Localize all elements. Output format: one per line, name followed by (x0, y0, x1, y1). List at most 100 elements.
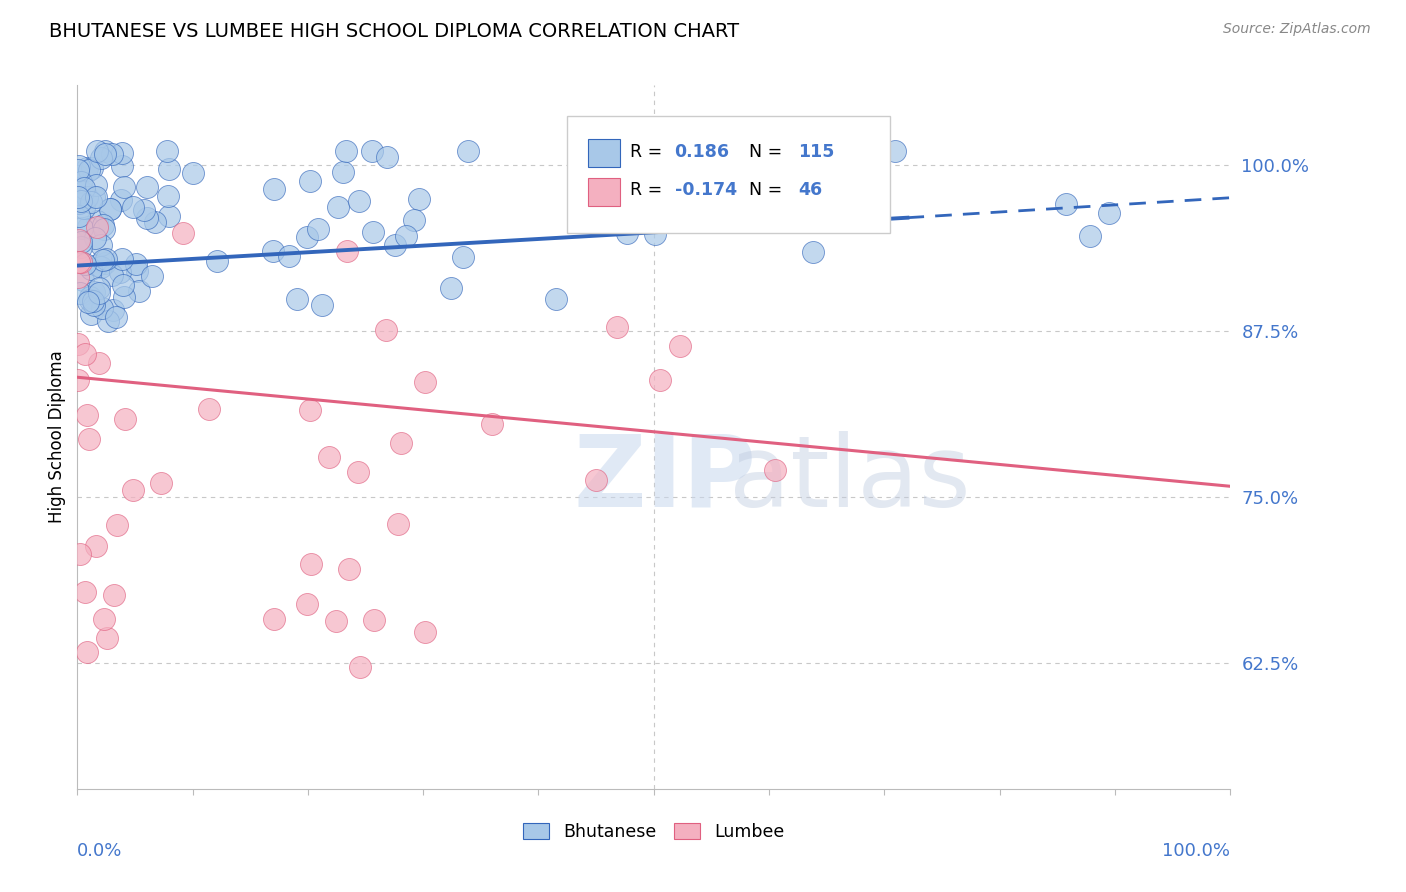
Point (84, 178, 107, 192)
Point (648, 372, 671, 386)
Point (263, 182, 285, 196)
Point (669, 339, 692, 353)
Text: R =: R = (630, 143, 668, 161)
Point (198, 401, 221, 416)
Point (413, 625, 436, 640)
Point (67, 233, 90, 247)
Text: -0.174: -0.174 (675, 181, 737, 200)
Point (278, 249, 301, 263)
Point (103, 588, 125, 602)
Point (69, 285, 91, 300)
Text: 46: 46 (799, 181, 823, 200)
Point (307, 222, 329, 236)
Point (128, 284, 150, 298)
Point (181, 166, 204, 180)
Point (295, 597, 318, 611)
Point (98, 202, 121, 216)
Point (616, 226, 638, 240)
Point (318, 450, 340, 464)
Point (93, 612, 115, 626)
Point (408, 192, 430, 206)
Point (596, 145, 619, 159)
Point (363, 614, 385, 628)
Point (457, 145, 479, 159)
Point (1054, 196, 1077, 211)
Point (83, 285, 105, 299)
Point (391, 436, 413, 450)
Point (1097, 206, 1119, 220)
Point (67, 210, 90, 224)
Point (644, 227, 666, 242)
Point (111, 277, 134, 292)
Point (325, 614, 347, 628)
Point (89, 286, 111, 301)
Point (67, 373, 90, 387)
Point (132, 203, 155, 218)
Point (263, 611, 285, 625)
Point (1078, 229, 1101, 244)
Point (72, 185, 94, 199)
Point (285, 292, 308, 306)
Point (114, 411, 136, 425)
Point (107, 517, 129, 532)
Point (361, 226, 384, 240)
Point (110, 193, 132, 207)
Point (67, 196, 90, 211)
Point (67, 182, 90, 196)
Point (103, 302, 125, 317)
Point (104, 310, 127, 324)
Point (112, 290, 135, 304)
Point (76, 161, 98, 175)
Point (440, 281, 463, 295)
Point (135, 179, 157, 194)
Point (76, 408, 98, 422)
Point (67, 337, 90, 351)
Point (347, 194, 370, 209)
Point (79, 307, 101, 321)
Point (67, 169, 90, 184)
Point (69, 235, 91, 249)
Point (205, 254, 228, 268)
Point (101, 268, 124, 282)
Point (94, 252, 117, 267)
Point (298, 402, 321, 417)
Text: Source: ZipAtlas.com: Source: ZipAtlas.com (1223, 22, 1371, 37)
Text: BHUTANESE VS LUMBEE HIGH SCHOOL DIPLOMA CORRELATION CHART: BHUTANESE VS LUMBEE HIGH SCHOOL DIPLOMA … (49, 22, 740, 41)
Point (80, 161, 103, 175)
Point (141, 269, 163, 284)
Text: 0.186: 0.186 (675, 143, 730, 161)
Point (67, 189, 90, 203)
Point (96, 632, 118, 646)
Point (73, 584, 96, 599)
Point (94, 145, 117, 159)
Point (127, 264, 149, 278)
Point (79, 261, 101, 276)
Point (89, 281, 111, 295)
Point (72, 181, 94, 195)
Point (349, 659, 371, 673)
Point (86, 258, 108, 272)
Text: N =: N = (749, 181, 789, 200)
Point (86, 220, 108, 235)
Point (112, 180, 135, 194)
Point (84, 190, 107, 204)
Text: atlas: atlas (728, 431, 970, 528)
Point (299, 558, 322, 572)
Point (295, 230, 318, 244)
Point (100, 202, 122, 216)
Point (84, 539, 107, 553)
Point (91, 253, 114, 268)
Point (111, 145, 134, 160)
Point (395, 229, 418, 244)
Point (86, 214, 108, 228)
Point (361, 145, 384, 159)
Point (76, 294, 98, 309)
Point (76, 191, 98, 205)
Point (157, 161, 180, 176)
Point (76, 645, 98, 659)
Point (83, 190, 105, 204)
Point (94, 255, 117, 269)
Point (404, 212, 426, 227)
Point (111, 159, 134, 173)
Bar (588, 139, 620, 167)
